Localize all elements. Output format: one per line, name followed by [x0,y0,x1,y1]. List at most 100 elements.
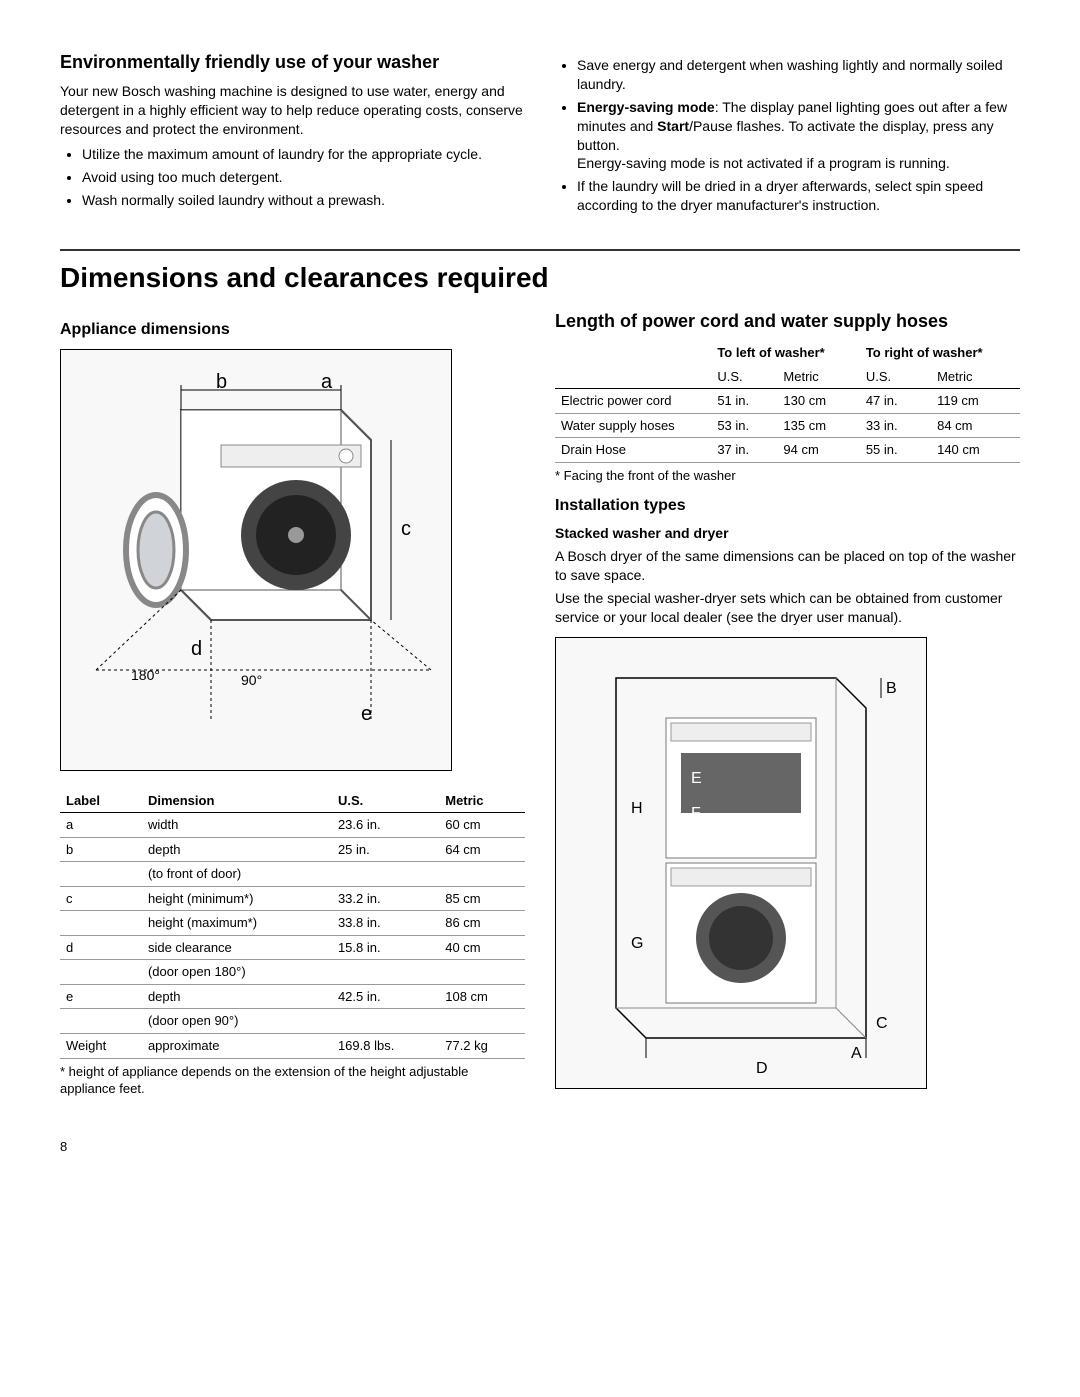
svg-text:E: E [691,770,702,787]
svg-text:B: B [886,680,897,697]
table-cell: 37 in. [711,438,777,463]
table-header: To left of washer* [711,341,860,365]
table-cell: (door open 180°) [142,960,332,985]
right-col: Length of power cord and water supply ho… [555,309,1020,1098]
table-cell: Water supply hoses [555,413,711,438]
table-cell: 86 cm [439,911,525,936]
intro-bullets: Utilize the maximum amount of laundry fo… [60,145,525,210]
intro-bullet: Utilize the maximum amount of laundry fo… [82,145,525,164]
intro-right-col: Save energy and detergent when washing l… [555,50,1020,221]
svg-text:A: A [851,1045,862,1062]
table-cell [332,862,439,887]
table-header: Metric [439,789,525,813]
section-divider [60,249,1020,251]
table-subheader: Metric [931,365,1020,389]
cord-note: * Facing the front of the washer [555,467,1020,485]
cord-table: To left of washer* To right of washer* U… [555,341,1020,463]
cord-heading: Length of power cord and water supply ho… [555,309,1020,333]
table-row: height (maximum*)33.8 in.86 cm [60,911,525,936]
table-header: U.S. [332,789,439,813]
table-cell: depth [142,837,332,862]
appliance-heading: Appliance dimensions [60,319,525,341]
table-cell: (to front of door) [142,862,332,887]
intro-bullet: Save energy and detergent when washing l… [577,56,1020,94]
table-cell [60,960,142,985]
table-cell: 47 in. [860,389,931,414]
table-cell: c [60,886,142,911]
table-cell: 85 cm [439,886,525,911]
table-row: (to front of door) [60,862,525,887]
svg-text:F: F [691,805,701,822]
table-cell: 33.8 in. [332,911,439,936]
table-cell: 51 in. [711,389,777,414]
table-row: Electric power cord51 in.130 cm47 in.119… [555,389,1020,414]
main-heading: Dimensions and clearances required [60,259,1020,297]
table-cell: 108 cm [439,984,525,1009]
svg-text:d: d [191,638,202,660]
table-cell: approximate [142,1033,332,1058]
table-row: (door open 180°) [60,960,525,985]
table-subheader: U.S. [860,365,931,389]
table-row: Water supply hoses53 in.135 cm33 in.84 c… [555,413,1020,438]
table-cell: side clearance [142,935,332,960]
table-cell: (door open 90°) [142,1009,332,1034]
table-row: awidth23.6 in.60 cm [60,813,525,838]
svg-text:a: a [321,371,333,393]
table-cell: 25 in. [332,837,439,862]
table-cell: 60 cm [439,813,525,838]
table-cell [439,960,525,985]
svg-text:H: H [631,800,643,817]
svg-text:180°: 180° [131,667,160,683]
svg-text:e: e [361,703,372,725]
table-cell: Weight [60,1033,142,1058]
left-col: Appliance dimensions [60,309,525,1098]
table-cell: 64 cm [439,837,525,862]
table-subheader: U.S. [711,365,777,389]
svg-text:90°: 90° [241,672,262,688]
svg-text:D: D [756,1060,768,1077]
dimensions-note: * height of appliance depends on the ext… [60,1063,525,1098]
table-cell: e [60,984,142,1009]
table-cell: 15.8 in. [332,935,439,960]
intro-section: Environmentally friendly use of your was… [60,50,1020,221]
table-row: bdepth25 in.64 cm [60,837,525,862]
svg-text:b: b [216,371,227,393]
table-cell: height (minimum*) [142,886,332,911]
appliance-diagram: b a c d e 180° 90° [60,349,452,771]
install-p2: Use the special washer-dryer sets which … [555,589,1020,627]
table-cell: 169.8 lbs. [332,1033,439,1058]
install-heading: Installation types [555,495,1020,517]
table-header: To right of washer* [860,341,1020,365]
intro-left-col: Environmentally friendly use of your was… [60,50,525,221]
table-cell [439,1009,525,1034]
intro-right-bullets: Save energy and detergent when washing l… [555,56,1020,215]
intro-para: Your new Bosch washing machine is design… [60,82,525,139]
svg-text:c: c [401,518,411,540]
table-row: Weightapproximate169.8 lbs.77.2 kg [60,1033,525,1058]
energy-mode-note: Energy-saving mode is not activated if a… [577,154,1020,173]
svg-text:C: C [876,1015,888,1032]
table-row: edepth42.5 in.108 cm [60,984,525,1009]
intro-bullet: Avoid using too much detergent. [82,168,525,187]
table-cell [332,1009,439,1034]
install-subheading: Stacked washer and dryer [555,524,1020,543]
table-cell [439,862,525,887]
table-cell: b [60,837,142,862]
table-cell: Drain Hose [555,438,711,463]
table-cell: 135 cm [777,413,859,438]
table-row: (door open 90°) [60,1009,525,1034]
table-cell: Electric power cord [555,389,711,414]
table-cell: 40 cm [439,935,525,960]
intro-bullet: If the laundry will be dried in a dryer … [577,177,1020,215]
table-cell: 53 in. [711,413,777,438]
table-cell [60,1009,142,1034]
table-cell: 94 cm [777,438,859,463]
table-row: Drain Hose37 in.94 cm55 in.140 cm [555,438,1020,463]
table-cell: 33.2 in. [332,886,439,911]
table-cell: 55 in. [860,438,931,463]
table-cell: 33 in. [860,413,931,438]
install-p1: A Bosch dryer of the same dimensions can… [555,547,1020,585]
table-cell: width [142,813,332,838]
dimensions-section: Appliance dimensions [60,309,1020,1098]
dimensions-table: Label Dimension U.S. Metric awidth23.6 i… [60,789,525,1059]
